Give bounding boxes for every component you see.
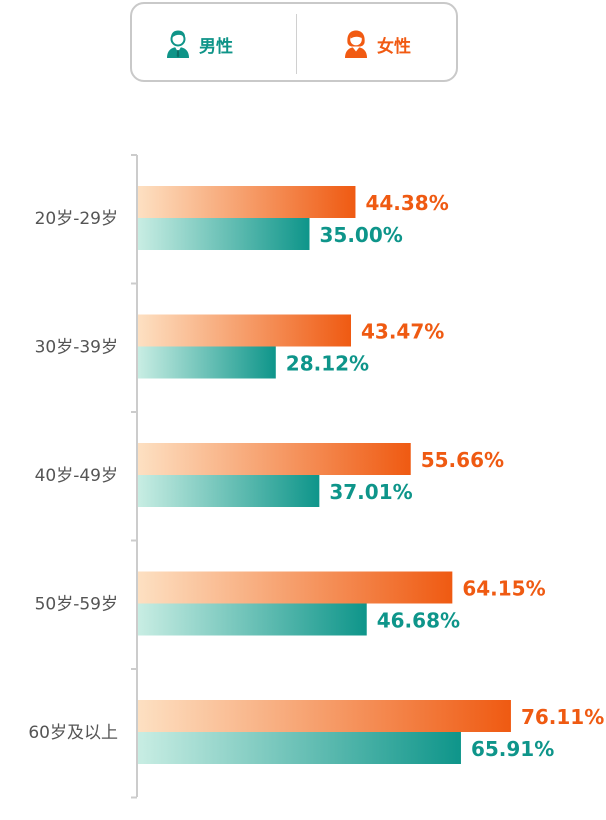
female-user-icon [345, 30, 367, 58]
bar-female[interactable] [138, 443, 411, 475]
bar-male[interactable] [138, 475, 320, 507]
male-user-icon [167, 30, 189, 58]
category-label: 30岁-39岁 [35, 338, 118, 358]
value-label-male: 37.01% [329, 480, 412, 504]
category-label: 40岁-49岁 [35, 466, 118, 486]
value-label-female: 44.38% [365, 191, 448, 215]
value-label-male: 65.91% [471, 737, 554, 761]
value-label-female: 43.47% [361, 320, 444, 344]
bar-female[interactable] [138, 700, 511, 732]
legend-female-label: 女性 [377, 36, 411, 57]
bar-female[interactable] [138, 571, 453, 604]
legend-male-label: 男性 [199, 36, 233, 57]
category-label: 60岁及以上 [28, 723, 118, 743]
bar-female[interactable] [138, 314, 352, 347]
legend-item-female[interactable]: 女性 [342, 26, 411, 62]
bar-male[interactable] [138, 218, 310, 250]
category-label: 20岁-29岁 [35, 209, 118, 229]
value-label-female: 76.11% [521, 705, 604, 729]
category-label: 50岁-59岁 [35, 595, 118, 615]
bar-male[interactable] [138, 603, 367, 636]
value-label-female: 55.66% [421, 448, 504, 472]
legend: 男性 女性 [130, 2, 458, 82]
bar-male[interactable] [138, 732, 461, 764]
legend-item-male[interactable]: 男性 [164, 26, 233, 62]
value-label-male: 28.12% [286, 352, 369, 376]
value-label-female: 64.15% [462, 577, 545, 601]
legend-divider [296, 14, 297, 74]
bar-male[interactable] [138, 346, 276, 379]
value-label-male: 46.68% [377, 609, 460, 633]
value-label-male: 35.00% [320, 223, 403, 247]
bar-female[interactable] [138, 186, 356, 218]
